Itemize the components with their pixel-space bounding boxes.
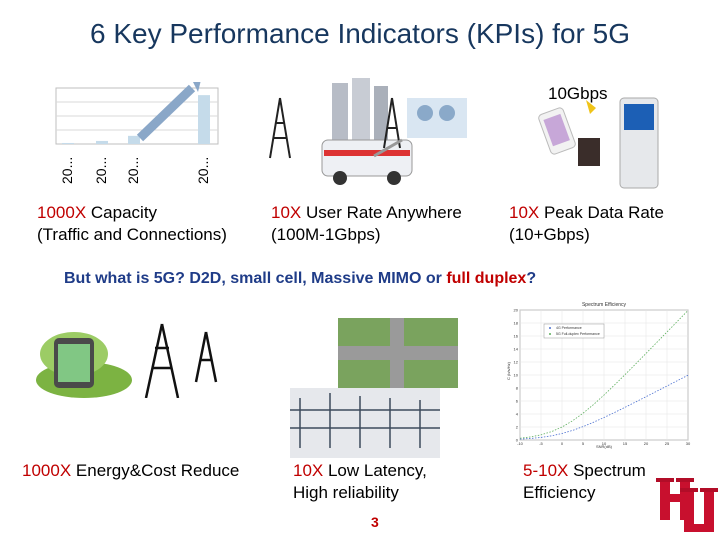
peak-text: Peak Data Rate	[539, 203, 664, 222]
spectrum-grid	[519, 309, 689, 441]
spectrum-chart-title: Spectrum Efficiency	[582, 302, 627, 308]
spectrum-y-tick: 20	[514, 308, 519, 313]
kpi-user-rate: 10X User Rate Anywhere (100M-1Gbps)	[271, 202, 462, 246]
spectrum-multiplier: 5-10X	[523, 461, 569, 480]
spectrum-x-tick: 5	[582, 441, 585, 446]
energy-text: Energy&Cost Reduce	[71, 461, 240, 480]
chart-tick-label: 20...	[195, 156, 211, 184]
spectrum-x-tick: 15	[623, 441, 628, 446]
spectrum-x-tick: 20	[644, 441, 649, 446]
question-highlight: full duplex	[446, 270, 527, 287]
spectrum-y-tick: 16	[514, 334, 519, 339]
spectrum-sub: Efficiency	[523, 483, 596, 502]
latency-multiplier: 10X	[293, 461, 324, 480]
spectrum-line-5g	[519, 310, 689, 439]
uh-logo	[656, 478, 718, 532]
spectrum-y-tick: 4	[516, 412, 519, 417]
spectrum-x-tick: -10	[517, 441, 524, 446]
spectrum-x-tick: 0	[561, 441, 564, 446]
spectrum-legend-4g: 4G Performance	[556, 326, 582, 330]
spectrum-y-tick: 8	[516, 386, 519, 391]
spectrum-xlabel: SNR(dB)	[596, 444, 613, 449]
green-energy-image	[34, 318, 234, 398]
spectrum-text: Spectrum	[568, 461, 646, 480]
spectrum-ylabel: C (b/s/Hz)	[506, 361, 511, 380]
question-line: But what is 5G? D2D, small cell, Massive…	[64, 270, 536, 288]
chart-tick-label: 20...	[93, 156, 109, 184]
page-number: 3	[371, 514, 379, 530]
growth-chart	[55, 82, 219, 145]
chart-bar	[96, 140, 108, 144]
tower-ambulance-image	[269, 78, 467, 185]
slide-title: 6 Key Performance Indicators (KPIs) for …	[90, 18, 630, 49]
latency-text: Low Latency,	[323, 461, 427, 480]
spectrum-y-tick: 18	[514, 321, 519, 326]
energy-multiplier: 1000X	[22, 461, 72, 480]
chart-bars	[62, 95, 210, 144]
spectrum-x-tick: -5	[539, 441, 543, 446]
capacity-sub: (Traffic and Connections)	[37, 225, 227, 244]
spectrum-x-tick: 30	[686, 441, 691, 446]
question-suffix: ?	[526, 270, 537, 287]
capacity-text: Capacity	[86, 203, 158, 222]
chart-tick-label: 20...	[125, 156, 141, 184]
chart-tick-label: 20...	[59, 156, 75, 184]
intersection-substation-image	[290, 318, 458, 458]
spectrum-y-tick: 2	[516, 425, 519, 430]
chart-bar	[128, 135, 140, 144]
spectrum-legend-5g: 5G Full-duplex Performance	[556, 332, 600, 336]
user-rate-multiplier: 10X	[271, 203, 302, 222]
devices-image	[538, 97, 659, 189]
growth-arrow-head	[193, 82, 201, 92]
spectrum-y-tick: 12	[514, 360, 519, 365]
growth-arrow	[136, 84, 196, 142]
spectrum-y-tick: 6	[516, 399, 519, 404]
spectrum-x-tick: 25	[665, 441, 670, 446]
spectrum-x-ticks: -10 -5 0 5 10 15 20 25 30	[517, 441, 691, 446]
user-rate-sub: (100M-1Gbps)	[271, 225, 381, 244]
kpi-peak-rate: 10X Peak Data Rate (10+Gbps)	[509, 202, 664, 246]
spectrum-line-4g	[519, 374, 689, 440]
spectrum-y-tick: 10	[514, 373, 519, 378]
chart-bar	[198, 95, 210, 144]
capacity-multiplier: 1000X	[37, 203, 87, 222]
kpi-latency: 10X Low Latency, High reliability	[293, 460, 427, 504]
kpi-spectrum: 5-10X Spectrum Efficiency	[523, 460, 646, 504]
spectrum-y-tick: 0	[516, 438, 519, 443]
chart-grid	[55, 87, 219, 145]
question-prefix: But what is 5G? D2D, small cell, Massive…	[64, 270, 447, 287]
latency-sub: High reliability	[293, 483, 399, 502]
kpi-capacity: 1000X Capacity (Traffic and Connections)	[37, 202, 227, 246]
user-rate-text: User Rate Anywhere	[301, 203, 462, 222]
peak-multiplier: 10X	[509, 203, 540, 222]
spectrum-y-tick: 14	[514, 347, 519, 352]
kpi-energy: 1000X Energy&Cost Reduce	[22, 460, 239, 482]
peak-sub: (10+Gbps)	[509, 225, 590, 244]
peak-rate-label: 10Gbps	[548, 84, 608, 103]
chart-bar	[62, 142, 74, 144]
spectrum-x-tick: 10	[602, 441, 607, 446]
